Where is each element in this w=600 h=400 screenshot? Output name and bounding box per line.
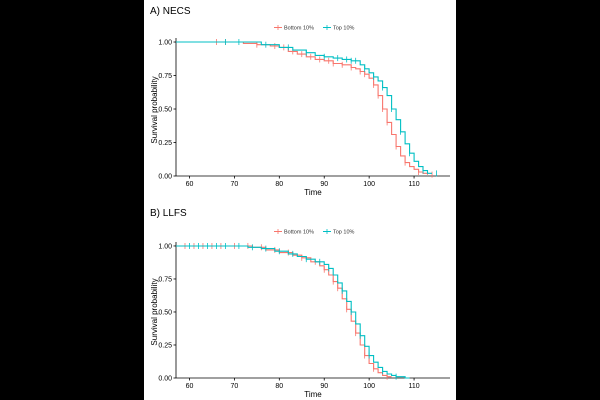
x-tick-label: 60 bbox=[186, 383, 194, 390]
figure: A) NECS Bottom 10% Top 10% 60 70 80 90 100 11… bbox=[144, 0, 456, 400]
x-tick-label: 110 bbox=[408, 181, 419, 188]
x-tick-label: 100 bbox=[363, 383, 375, 390]
y-tick-label: 0.75 bbox=[158, 276, 172, 283]
y-tick-label: 0.50 bbox=[158, 106, 172, 113]
y-tick-label: 1.00 bbox=[158, 243, 172, 250]
y-tick-label: 0.25 bbox=[158, 342, 172, 349]
y-tick-label: 0.50 bbox=[158, 309, 172, 316]
legend: Bottom 10% Top 10% bbox=[274, 25, 355, 32]
plot-area: 60 70 80 90 100 110 0.00 0.25 0.50 0.75 1.00 bbox=[158, 242, 450, 390]
series-line-bottom-10 bbox=[176, 41, 429, 175]
x-tick-label: 70 bbox=[230, 181, 238, 188]
y-tick-label: 0.00 bbox=[158, 173, 172, 180]
legend-label-top-10: Top 10% bbox=[333, 230, 355, 236]
x-tick-label: 80 bbox=[275, 181, 283, 188]
series-line-bottom-10 bbox=[176, 245, 392, 378]
panel-label: A) NECS bbox=[150, 6, 191, 17]
y-axis-title: Survival probability bbox=[150, 76, 159, 143]
legend-label-bottom-10: Bottom 10% bbox=[284, 230, 314, 236]
x-tick-label: 80 bbox=[275, 383, 283, 390]
x-tick-label: 100 bbox=[363, 181, 375, 188]
y-tick-label: 0.75 bbox=[158, 73, 172, 80]
y-axis-title: Survival probability bbox=[150, 278, 159, 345]
x-tick-label: 90 bbox=[320, 181, 328, 188]
x-axis-title: Time bbox=[304, 390, 322, 399]
legend: Bottom 10% Top 10% bbox=[274, 229, 355, 236]
panel-llfs: B) LLFS Bottom 10% Top 10% 60 70 80 90 100 11… bbox=[150, 208, 450, 399]
x-tick-label: 90 bbox=[320, 383, 328, 390]
legend-label-top-10: Top 10% bbox=[333, 26, 355, 32]
series-line-top-10 bbox=[176, 245, 410, 379]
x-tick-label: 70 bbox=[230, 383, 238, 390]
x-tick-label: 60 bbox=[186, 181, 194, 188]
series-line-top-10 bbox=[176, 41, 432, 174]
x-axis-title: Time bbox=[304, 188, 322, 197]
y-tick-label: 0.25 bbox=[158, 140, 172, 147]
figure-svg: A) NECS Bottom 10% Top 10% 60 70 80 90 100 11… bbox=[150, 6, 450, 399]
y-tick-label: 1.00 bbox=[158, 39, 172, 46]
x-tick-label: 110 bbox=[408, 383, 419, 390]
panel-label: B) LLFS bbox=[150, 208, 187, 219]
panel-necs: A) NECS Bottom 10% Top 10% 60 70 80 90 100 11… bbox=[150, 6, 450, 197]
legend-label-bottom-10: Bottom 10% bbox=[284, 26, 314, 32]
y-tick-label: 0.00 bbox=[158, 375, 172, 382]
plot-area: 60 70 80 90 100 110 0.00 0.25 0.50 0.75 1.00 bbox=[158, 38, 450, 188]
